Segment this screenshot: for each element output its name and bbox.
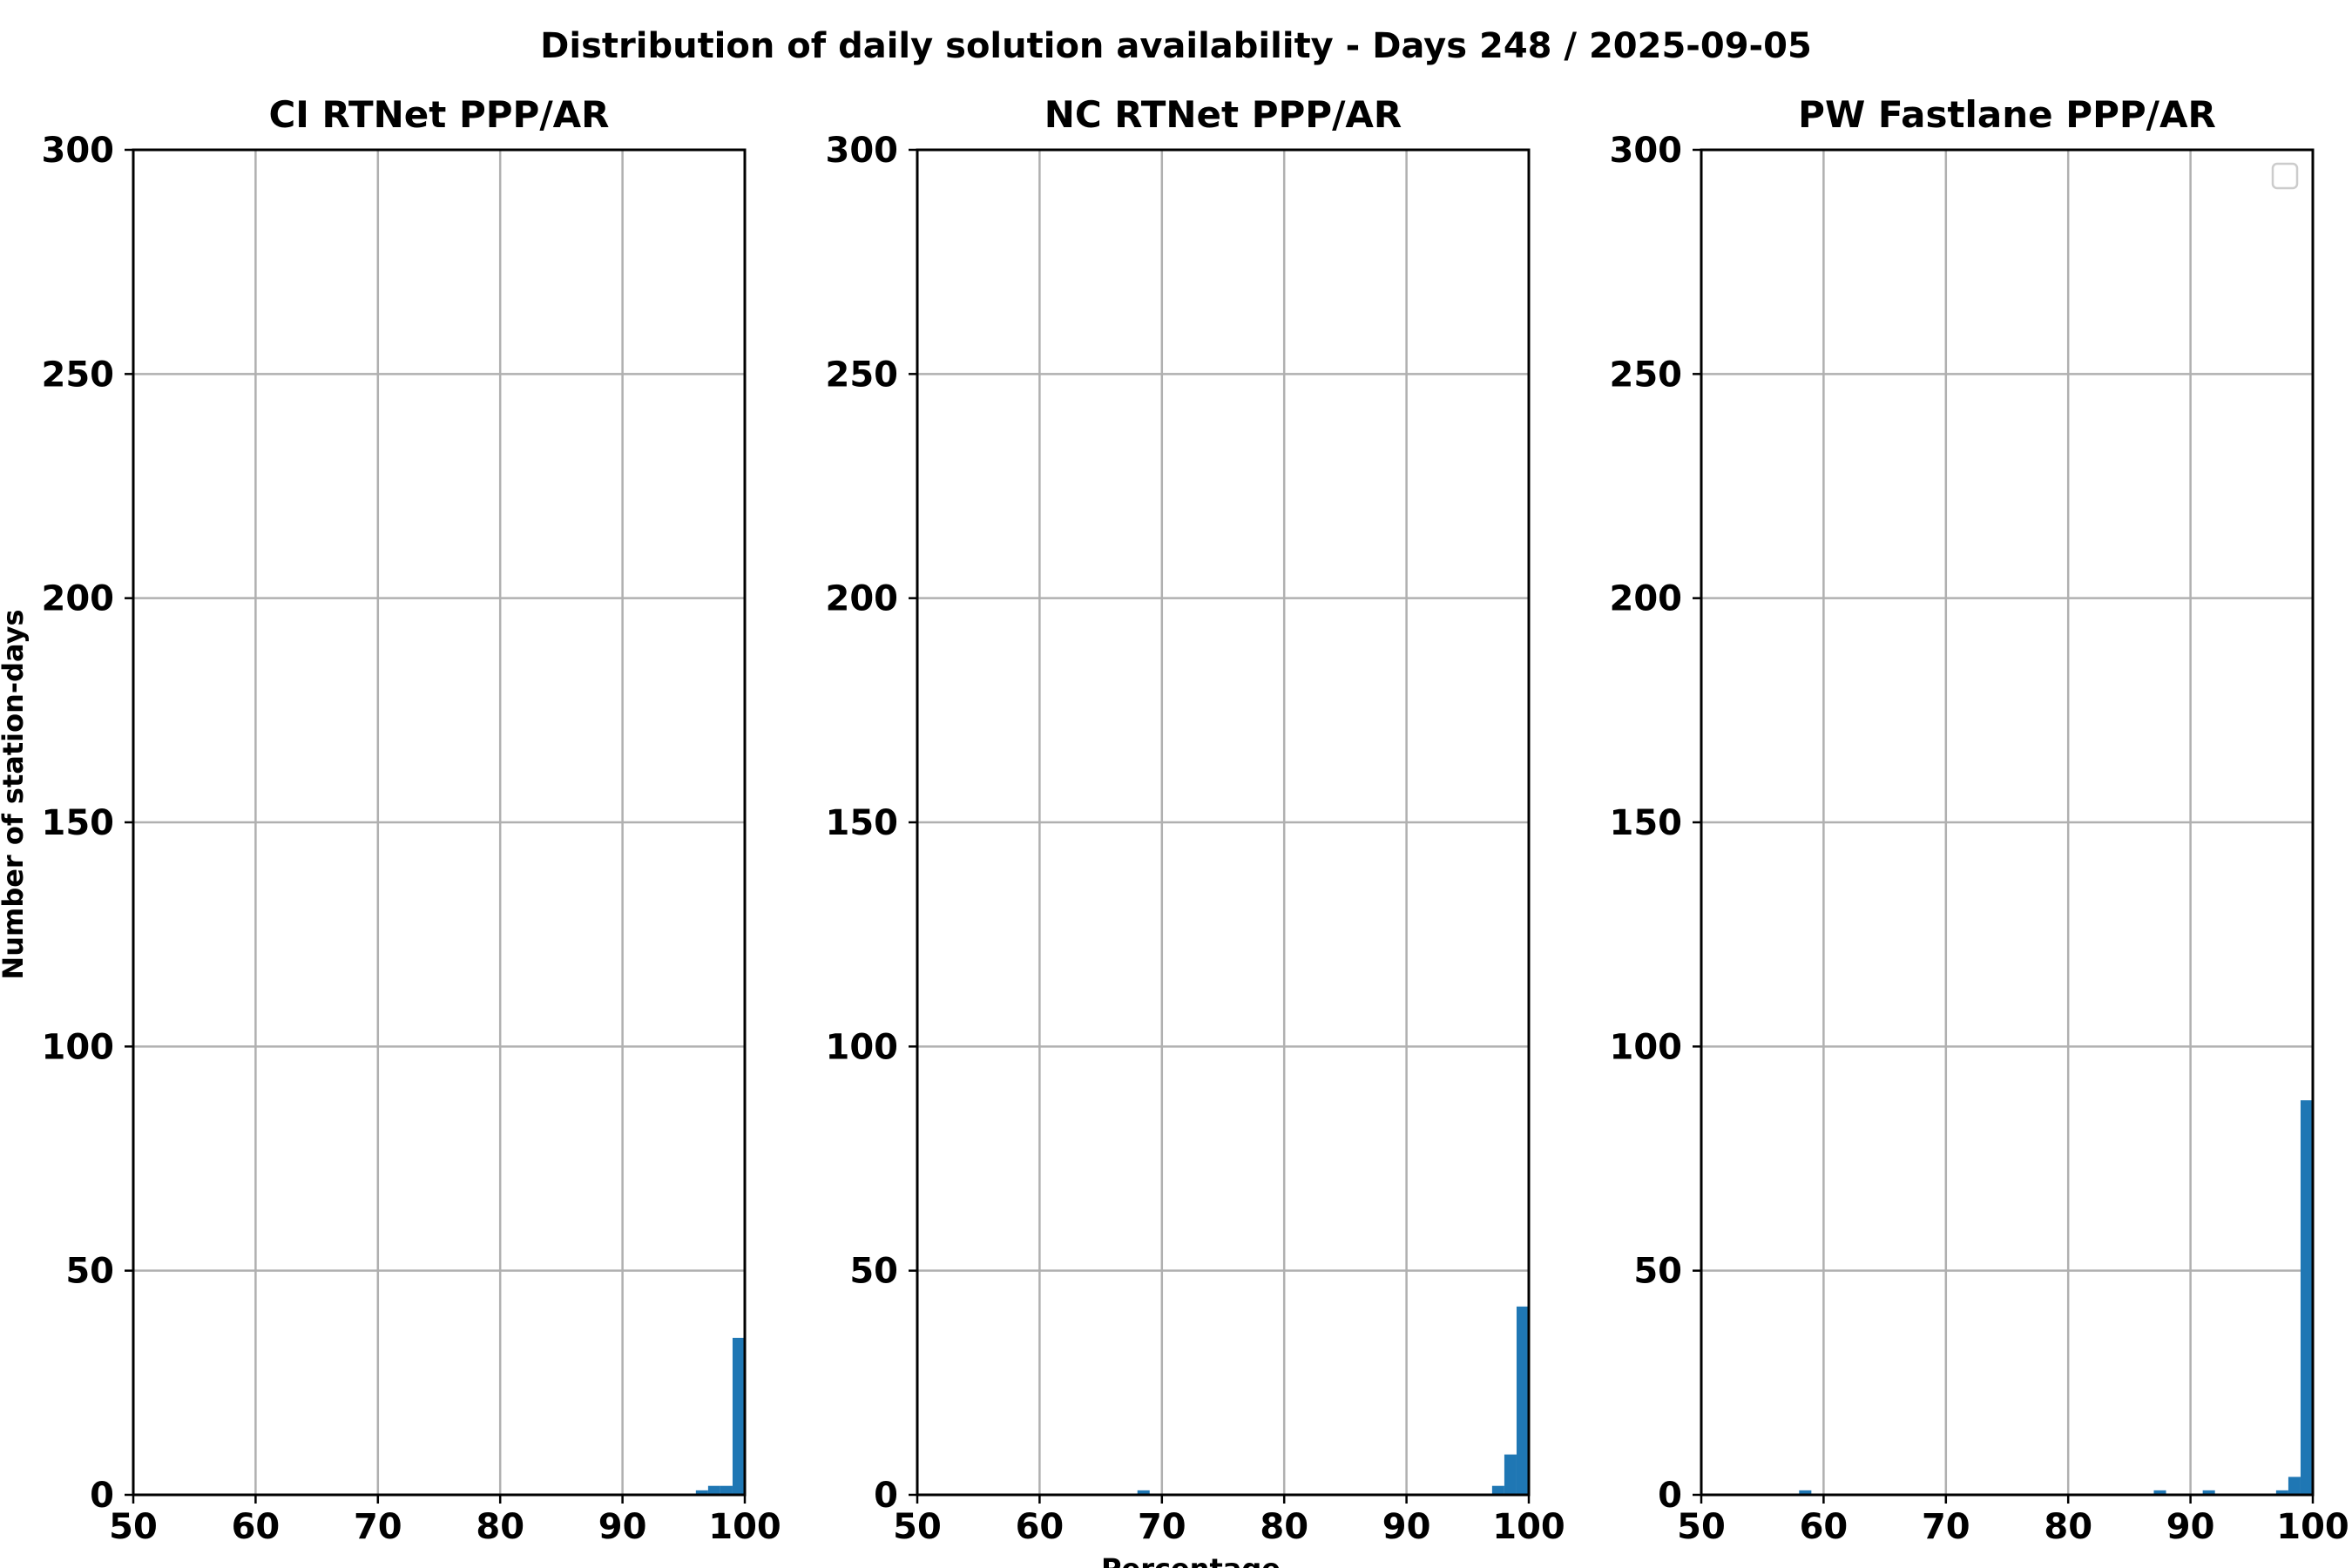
histogram-bar [1799, 1490, 1812, 1495]
y-tick-label: 150 [826, 803, 899, 843]
histogram-bar [720, 1485, 733, 1495]
y-tick-label: 200 [826, 579, 899, 619]
y-tick-label: 100 [826, 1027, 899, 1067]
x-tick-label: 70 [1922, 1507, 1970, 1547]
y-tick-label: 250 [826, 355, 899, 395]
histogram-bar [2153, 1490, 2166, 1495]
panel-title: NC RTNet PPP/AR [1044, 93, 1402, 136]
x-tick-label: 50 [1677, 1507, 1726, 1547]
y-tick-label: 0 [90, 1476, 114, 1516]
histogram-bar [732, 1337, 745, 1495]
x-tick-label: 70 [1138, 1507, 1186, 1547]
x-tick-label: 80 [476, 1507, 524, 1547]
y-axis-label: Number of station-days [0, 609, 30, 979]
y-tick-label: 250 [42, 355, 115, 395]
y-tick-label: 250 [1610, 355, 1683, 395]
y-tick-label: 100 [42, 1027, 115, 1067]
histogram-bar [1504, 1454, 1517, 1495]
x-tick-label: 50 [109, 1507, 158, 1547]
legend-box [2271, 162, 2299, 190]
x-tick-label: 60 [1016, 1507, 1064, 1547]
y-tick-label: 100 [1610, 1027, 1683, 1067]
histogram-bar [1516, 1306, 1529, 1495]
x-tick-label: 50 [893, 1507, 942, 1547]
y-tick-label: 0 [874, 1476, 898, 1516]
x-tick-label: 60 [232, 1507, 280, 1547]
histogram-bar [2300, 1100, 2313, 1495]
x-tick-label: 80 [2044, 1507, 2092, 1547]
y-tick-label: 50 [1633, 1252, 1682, 1292]
x-axis-label: Percentage [1101, 1552, 1281, 1568]
x-tick-label: 60 [1800, 1507, 1848, 1547]
histogram-bar [2275, 1490, 2288, 1495]
y-tick-label: 300 [1610, 131, 1683, 171]
histogram-bar [1137, 1490, 1150, 1495]
y-tick-label: 0 [1658, 1476, 1682, 1516]
panel-title: PW Fastlane PPP/AR [1798, 93, 2216, 136]
y-tick-label: 50 [849, 1252, 898, 1292]
x-tick-label: 90 [1382, 1507, 1431, 1547]
x-tick-label: 100 [2276, 1507, 2349, 1547]
y-tick-label: 150 [1610, 803, 1683, 843]
y-tick-label: 200 [1610, 579, 1683, 619]
x-tick-label: 100 [708, 1507, 781, 1547]
y-tick-label: 300 [42, 131, 115, 171]
histogram-bar [707, 1485, 720, 1495]
histogram-bar [695, 1490, 708, 1495]
x-tick-label: 70 [354, 1507, 402, 1547]
histogram-bar [1491, 1485, 1504, 1495]
histogram-bar [2202, 1490, 2215, 1495]
x-tick-label: 100 [1492, 1507, 1565, 1547]
histogram-bar [2288, 1477, 2301, 1495]
x-tick-label: 80 [1260, 1507, 1308, 1547]
x-tick-label: 90 [598, 1507, 647, 1547]
x-tick-label: 90 [2166, 1507, 2215, 1547]
panel-title: CI RTNet PPP/AR [268, 93, 609, 136]
y-tick-label: 300 [826, 131, 899, 171]
y-tick-label: 200 [42, 579, 115, 619]
y-tick-label: 50 [65, 1252, 114, 1292]
y-tick-label: 150 [42, 803, 115, 843]
figure-title: Distribution of daily solution availabil… [540, 26, 1812, 66]
